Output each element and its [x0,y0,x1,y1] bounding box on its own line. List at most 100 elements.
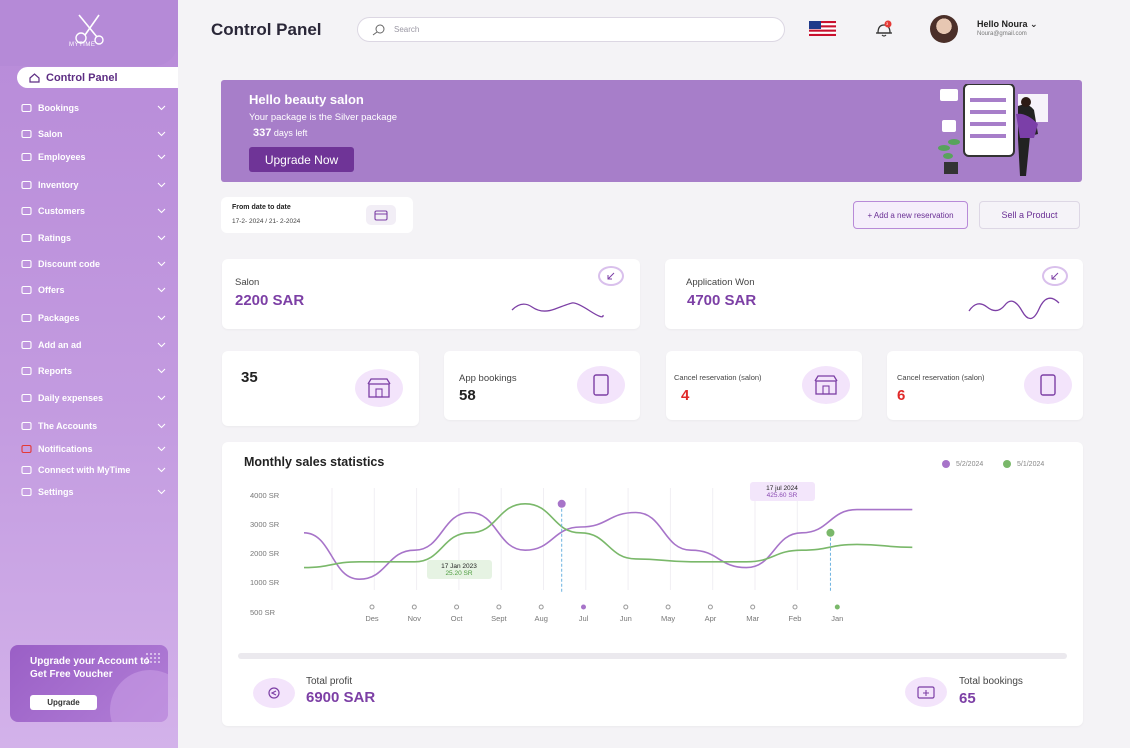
sidebar-item-label: Discount code [38,259,101,269]
upgrade-card-text: Upgrade your Account to Get Free Voucher [30,656,150,680]
trend-button[interactable] [598,266,624,286]
gear-icon [21,486,35,498]
chevron-down-icon [157,206,167,216]
stat-value: 58 [459,387,476,404]
x-tick-label: Aug [535,614,548,623]
calendar-icon [917,686,935,699]
sidebar-item-settings[interactable]: Settings [21,483,167,501]
people-icon [21,151,35,163]
legend-item[interactable]: 5/2/2024 [942,460,983,468]
store-icon [814,375,838,395]
highlight-point[interactable] [826,528,835,537]
box-icon [21,179,35,191]
x-tick-label: Mar [746,614,759,623]
tooltip-date: 17 Jan 2023 [441,563,477,570]
chart-icon [21,365,35,377]
stat-value: 4 [681,387,690,404]
x-marker [454,604,460,610]
chevron-down-icon [157,444,167,454]
calendar-button[interactable] [366,205,396,225]
total-profit-label: Total profit [306,676,353,687]
sidebar-item-control-panel[interactable]: Control Panel [17,67,178,88]
sidebar-item-discount-code[interactable]: Discount code [21,255,167,273]
chevron-down-icon [157,366,167,376]
x-tick-label: Apr [705,614,717,623]
tablet-icon [1040,374,1056,396]
sidebar-item-customers[interactable]: Customers [21,202,167,220]
x-tick-label: Sept [491,614,507,623]
trend-button[interactable] [1042,266,1068,286]
notification-badge: 3 [886,21,889,26]
welcome-banner [221,80,1082,182]
discount-icon [21,258,35,270]
store-icon [367,378,391,398]
days-text: days left [273,128,308,138]
x-marker [411,604,417,610]
legend-label: 5/1/2024 [1017,460,1045,468]
total-profit-value: 6900 SAR [306,689,376,706]
stat-value: 2200 SAR [235,292,305,309]
sidebar-item-employees[interactable]: Employees [21,148,167,166]
chevron-down-icon [157,259,167,269]
series-line-2 [303,502,913,569]
upgrade-card: Upgrade your Account to Get Free Voucher… [10,645,168,722]
sell-product-button[interactable]: Sell a Product [979,201,1080,229]
sidebar-item-the-accounts[interactable]: The Accounts [21,417,167,435]
x-marker [581,604,586,610]
tooltip-value: 425.60 SR [767,492,798,499]
sidebar-item-label: Ratings [38,233,72,243]
legend-item[interactable]: 5/1/2024 [1003,460,1044,468]
chevron-down-icon [157,152,167,162]
arrow-in-icon [268,687,280,699]
sidebar-item-offers[interactable]: Offers [21,281,167,299]
sales-chart-card [222,442,1083,726]
sidebar-item-label: Control Panel [46,71,118,84]
x-marker [538,604,544,610]
sidebar-item-label: Packages [38,313,80,323]
bookings-icon-circle [905,677,947,707]
sidebar-item-connect-with-mytime[interactable]: Connect with MyTime [21,461,167,479]
highlight-point[interactable] [557,499,566,508]
sidebar-item-label: Inventory [38,180,79,190]
sidebar-item-packages[interactable]: Packages [21,309,167,327]
chevron-down-icon [157,340,167,350]
upgrade-button[interactable]: Upgrade [30,695,97,710]
stat-value: 35 [241,369,258,386]
add-reservation-button[interactable]: + Add a new reservation [853,201,968,229]
sidebar-item-daily-expenses[interactable]: Daily expenses [21,389,167,407]
x-tick-label: Oct [451,614,464,623]
stat-label: Cancel reservation (salon) [674,373,762,382]
sidebar-item-ratings[interactable]: Ratings [21,229,167,247]
sidebar-item-add-an-ad[interactable]: Add an ad [21,336,167,354]
sidebar-item-salon[interactable]: Salon [21,125,167,143]
user-name[interactable]: Hello Noura ⌄ [977,19,1038,30]
chevron-down-icon [157,393,167,403]
y-tick-label: 2000 SR [250,549,280,558]
upgrade-now-button[interactable]: Upgrade Now [249,147,354,172]
profit-icon-circle [253,678,295,708]
banner-days: 337 days left [253,127,307,139]
sidebar-item-notifications[interactable]: Notifications [21,440,167,458]
stat-label: Application Won [686,277,755,288]
chevron-down-icon [157,421,167,431]
notifications-button[interactable]: 3 [874,20,894,43]
search-input[interactable]: Search [357,17,785,42]
decor-shape [110,670,168,722]
sidebar-item-bookings[interactable]: Bookings [21,99,167,117]
sidebar-item-reports[interactable]: Reports [21,362,167,380]
wallet-icon [21,392,35,404]
store-icon [21,128,35,140]
avatar[interactable] [930,15,958,43]
package-icon [21,312,35,324]
stat-card-application [665,259,1083,329]
sparkline [968,297,1060,320]
progress-track [238,653,1067,659]
chevron-down-icon [157,233,167,243]
us-flag-icon[interactable] [809,21,836,36]
x-tick-label: Nov [408,614,422,623]
x-marker [834,604,840,610]
sidebar-item-label: The Accounts [38,421,98,431]
sidebar-item-inventory[interactable]: Inventory [21,176,167,194]
